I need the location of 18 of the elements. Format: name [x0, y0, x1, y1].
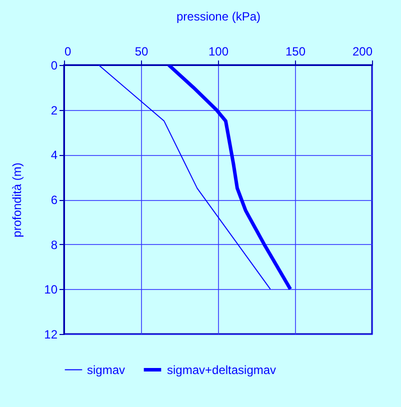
x-tick-label: 50 — [134, 44, 148, 58]
y-tick-label: 2 — [50, 103, 58, 118]
y-tick-label: 10 — [44, 282, 58, 297]
y-axis-title: profondità (m) — [10, 162, 24, 238]
legend-label: sigmav+deltasigmav — [167, 362, 276, 377]
line-series — [166, 65, 292, 291]
line-series — [98, 65, 271, 290]
x-tick-label: 100 — [208, 44, 229, 58]
y-tick-label: 4 — [50, 148, 58, 162]
x-tick-label: 0 — [64, 44, 72, 58]
y-tick-label: 6 — [50, 193, 58, 207]
legend-label: sigmav — [87, 362, 126, 377]
y-tick-label: 0 — [50, 58, 58, 72]
y-tick-label: 8 — [50, 238, 58, 252]
x-axis-title: pressione (kPa) — [176, 10, 261, 24]
x-tick-label: 200 — [352, 44, 373, 58]
y-tick-label: 12 — [44, 328, 58, 342]
x-tick-label: 150 — [285, 44, 306, 58]
